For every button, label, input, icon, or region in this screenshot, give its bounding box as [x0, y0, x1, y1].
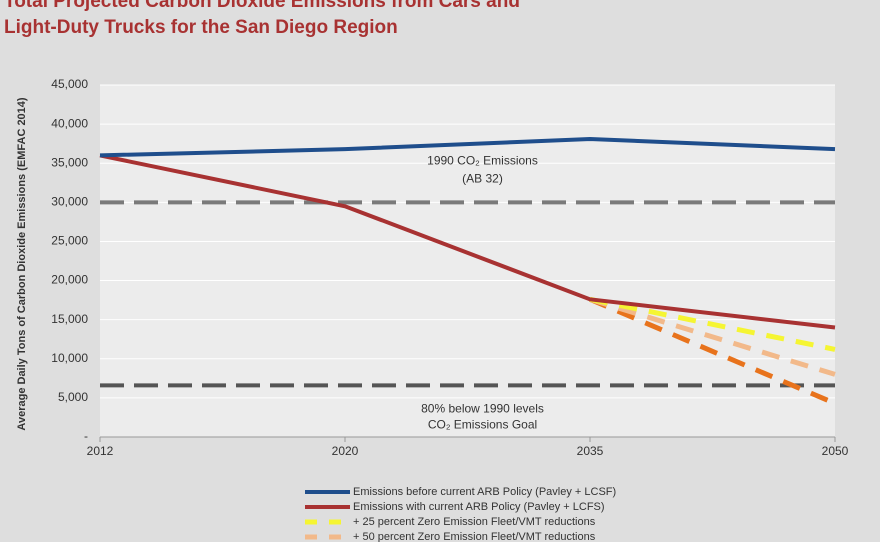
series-line	[589, 296, 836, 377]
chart-title: Total Projected Carbon Dioxide Emissions…	[4, 0, 520, 12]
y-tick-label: 15,000	[51, 312, 88, 326]
y-tick-label: 30,000	[51, 195, 88, 209]
reference-label: (AB 32)	[462, 172, 503, 186]
legend-label: Emissions before current ARB Policy (Pav…	[353, 486, 616, 498]
y-tick-label: 25,000	[51, 234, 88, 248]
reference-label: 80% below 1990 levels	[421, 402, 544, 416]
legend-label: + 50 percent Zero Emission Fleet/VMT red…	[353, 531, 596, 542]
y-tick-label: 20,000	[51, 273, 88, 287]
y-tick-label: 5,000	[58, 390, 88, 404]
y-tick-label: -	[84, 429, 88, 443]
y-tick-label: 35,000	[51, 155, 88, 169]
chart-title: Light-Duty Trucks for the San Diego Regi…	[4, 17, 398, 38]
series-line	[99, 153, 836, 330]
reference-label: CO₂ Emissions Goal	[428, 418, 537, 432]
x-tick-label: 2020	[332, 444, 359, 458]
x-tick-label: 2012	[87, 444, 114, 458]
x-tick-label: 2050	[822, 444, 849, 458]
series-line	[589, 296, 836, 352]
y-tick-label: 40,000	[51, 116, 88, 130]
y-tick-label: 10,000	[51, 351, 88, 365]
reference-label: 1990 CO₂ Emissions	[427, 154, 538, 168]
series-line	[99, 136, 836, 158]
legend-label: + 25 percent Zero Emission Fleet/VMT red…	[353, 516, 596, 528]
series-line	[589, 297, 836, 406]
x-tick-label: 2035	[577, 444, 604, 458]
legend-label: Emissions with current ARB Policy (Pavle…	[353, 501, 605, 513]
y-axis-label: Average Daily Tons of Carbon Dioxide Emi…	[16, 97, 28, 430]
y-tick-label: 45,000	[51, 77, 88, 91]
